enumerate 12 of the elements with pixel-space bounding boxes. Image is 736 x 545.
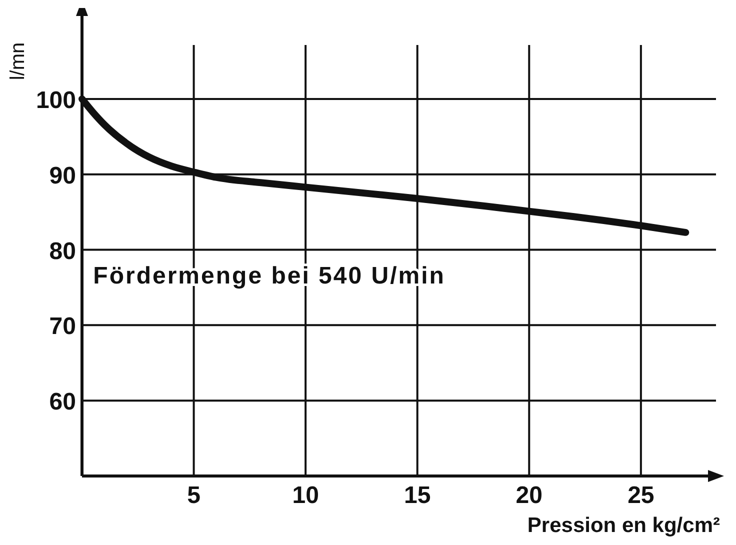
- y-tick-label: 100: [36, 86, 76, 114]
- y-tick-label: 60: [49, 388, 76, 416]
- x-axis-title: Pression en kg/cm²: [527, 514, 720, 537]
- x-tick-label: 10: [292, 482, 319, 509]
- x-tick-label: 5: [187, 482, 200, 509]
- y-axis-title: l/mn: [7, 42, 29, 80]
- x-tick-label: 25: [628, 482, 654, 509]
- x-tick-label: 20: [516, 482, 542, 509]
- x-tick-label: 15: [404, 482, 431, 509]
- y-tick-label: 80: [49, 238, 76, 265]
- y-tick-label: 90: [49, 162, 76, 190]
- y-tick-label: 70: [49, 313, 76, 340]
